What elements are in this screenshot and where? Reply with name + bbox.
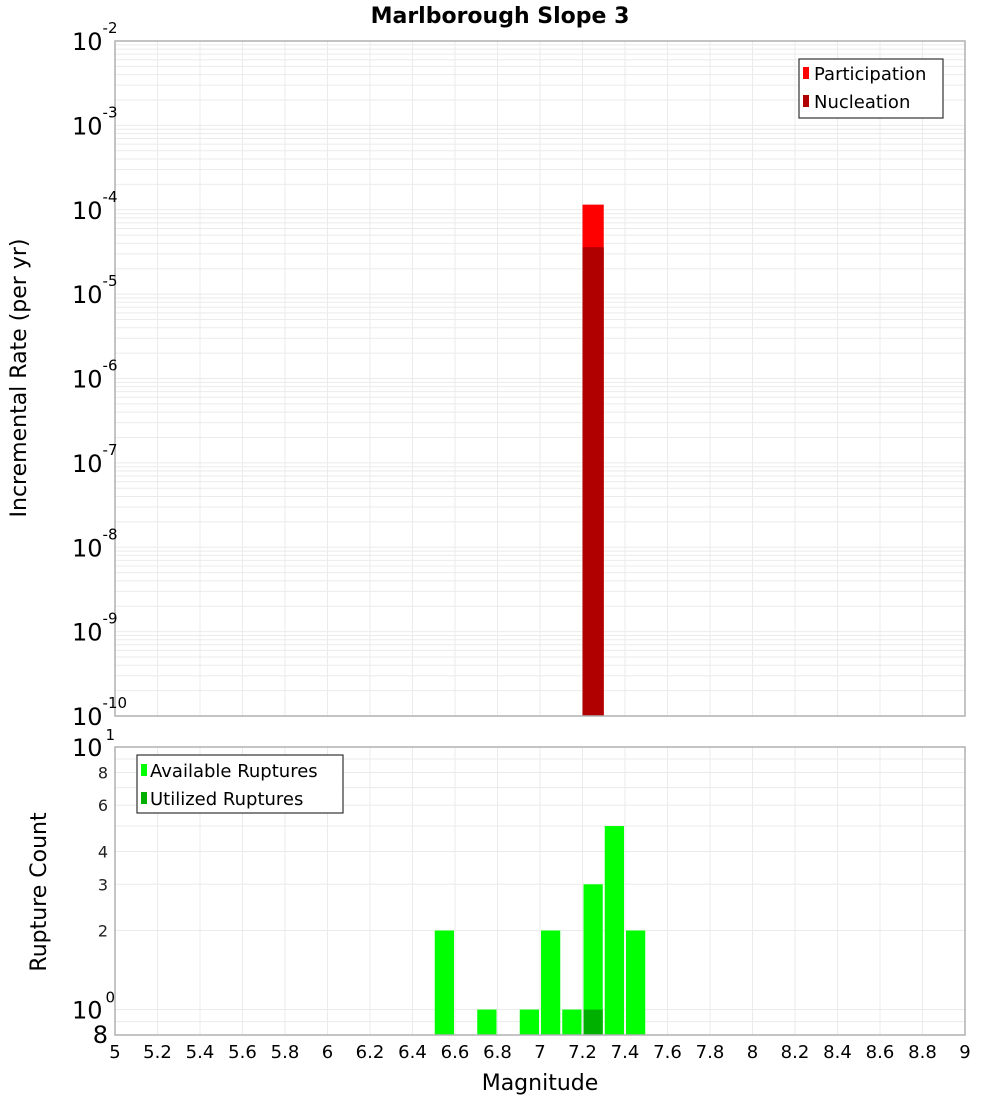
participation-swatch-icon [803,67,809,79]
y-tick-label: 10 0 [72,989,115,1025]
x-axis-label: Magnitude [482,1071,599,1096]
legend-utilized: Utilized Ruptures [150,789,303,810]
x-tick-label: 6 [322,1042,333,1063]
available-ruptures-bar [626,930,646,1035]
utilized-ruptures-bar [583,1009,603,1035]
y-tick-label: 4 [98,842,108,861]
x-tick-label: 6.6 [441,1042,470,1063]
nucleation-swatch-icon [803,95,809,107]
x-tick-label: 8.8 [908,1042,937,1063]
rupture-y-axis-label: Rupture Count [27,812,52,972]
y-tick-label: 8 [93,1021,108,1049]
rate-plot-frame [114,40,966,717]
y-tick-label: 10-2 [72,19,118,56]
rupture-plot-frame [114,746,966,1036]
rate-plot-panel: 10-2 10-3 10-4 10-5 10-6 10-7 10-8 10-9 10-10 In… [7,19,966,731]
x-tick-label: 5.6 [228,1042,257,1063]
x-tick-label: 7 [534,1042,545,1063]
available-ruptures-bar [541,930,561,1035]
available-ruptures-bar [477,1009,497,1035]
y-tick-label: 10 1 [72,726,115,762]
rupture-legend: Available Ruptures Utilized Ruptures [136,754,344,814]
y-tick-label: 10-10 [72,694,127,731]
x-tick-label: 6.4 [398,1042,427,1063]
rupture-plot-bars [434,826,646,1035]
y-tick-label: 10-3 [72,103,118,140]
available-ruptures-bar [434,930,454,1035]
y-tick-label: 10-6 [72,357,118,394]
x-tick-label: 5.2 [143,1042,172,1063]
legend-nucleation: Nucleation [814,92,910,113]
y-tick-label: 3 [98,875,108,894]
magnitude-x-axis-ticks: 5 5.2 5.4 5.6 5.8 6 6.2 6.4 6.6 6.8 7 7.2 7.4 7.6 7.8 8… [109,1042,970,1063]
x-tick-label: 8.4 [823,1042,852,1063]
y-tick-label: 10-7 [72,441,118,478]
rate-legend-box [798,58,944,119]
utilized-swatch-icon [141,792,147,804]
rupture-legend-box [136,754,344,814]
rate-plot-bars [582,204,604,717]
available-ruptures-bar [583,884,603,1035]
rate-y-axis-label: Incremental Rate (per yr) [7,239,32,518]
available-swatch-icon [141,764,147,776]
x-tick-label: 9 [959,1042,970,1063]
y-tick-label: 10-4 [72,188,118,225]
legend-available: Available Ruptures [150,761,318,782]
x-tick-label: 7.8 [696,1042,725,1063]
rate-y-axis-ticks: 10-2 10-3 10-4 10-5 10-6 10-7 10-8 10-9 10-10 [72,19,127,731]
y-tick-label: 6 [98,796,108,815]
x-tick-label: 6.2 [356,1042,385,1063]
available-ruptures-bar [519,1009,539,1035]
x-tick-label: 8 [747,1042,758,1063]
available-ruptures-bar [562,1009,582,1035]
rate-plot-grid [115,41,966,717]
nucleation-bar [582,247,604,716]
rate-legend: Participation Nucleation [798,58,944,119]
x-tick-label: 7.2 [568,1042,597,1063]
y-tick-label: 10-8 [72,525,118,562]
x-tick-label: 8.6 [866,1042,895,1063]
x-tick-label: 6.8 [483,1042,512,1063]
y-tick-label: 10-9 [72,610,118,647]
y-tick-label: 10-5 [72,272,118,309]
legend-participation: Participation [814,64,926,85]
y-tick-label: 8 [98,763,108,782]
x-tick-label: 5.4 [186,1042,215,1063]
x-tick-label: 5.8 [271,1042,300,1063]
y-tick-label: 2 [98,922,108,941]
available-ruptures-bar [604,826,624,1035]
x-tick-label: 8.2 [781,1042,810,1063]
chart-title: Marlborough Slope 3 [371,4,630,29]
x-tick-label: 5 [109,1042,120,1063]
x-tick-label: 7.6 [653,1042,682,1063]
x-tick-label: 7.4 [611,1042,640,1063]
